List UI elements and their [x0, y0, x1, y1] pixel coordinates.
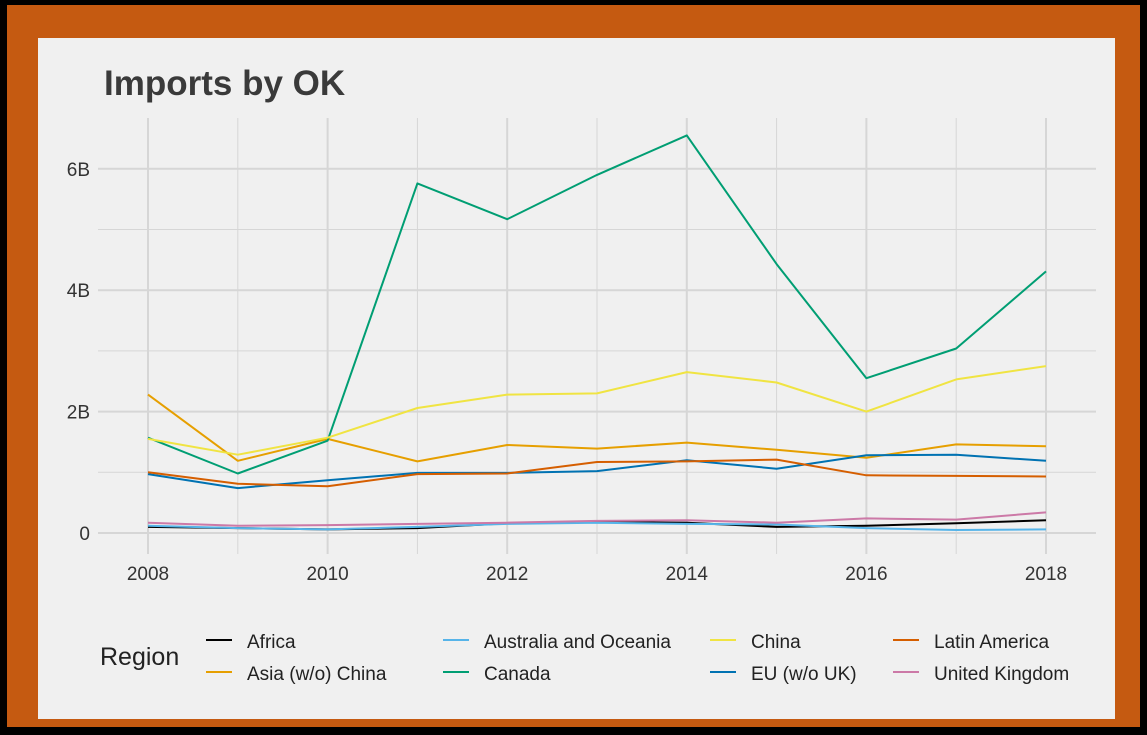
y-tick-label: 6B [67, 160, 90, 181]
series-line [147, 134, 1047, 475]
grid-lines [98, 118, 1096, 554]
series-lines [147, 134, 1047, 531]
legend-label: China [751, 632, 801, 653]
series-line [147, 521, 1047, 531]
y-tick-label: 4B [67, 281, 90, 302]
y-tick-label: 2B [67, 403, 90, 424]
series-line [147, 365, 1047, 456]
legend-label: EU (w/o UK) [751, 664, 857, 685]
series-line [147, 458, 1047, 488]
y-axis: 0 2B 4B 6B [67, 160, 90, 545]
x-axis: 2008 2010 2012 2014 2016 2018 [127, 564, 1067, 585]
chart-title: Imports by OK [104, 64, 345, 103]
legend-title: Region [100, 643, 179, 671]
x-tick-label: 2010 [306, 564, 348, 585]
x-tick-label: 2014 [666, 564, 709, 585]
legend: Region Africa Australia and Oceania China L… [100, 632, 1069, 685]
series-line [147, 393, 1047, 463]
y-tick-label: 0 [79, 524, 90, 545]
legend-label: United Kingdom [934, 664, 1069, 685]
legend-label: Canada [484, 664, 551, 685]
series-line [147, 453, 1047, 490]
legend-label: Australia and Oceania [484, 632, 671, 653]
legend-label: Asia (w/o) China [247, 664, 387, 685]
x-tick-label: 2008 [127, 564, 169, 585]
chart-panel [38, 38, 1115, 719]
legend-label: Latin America [934, 632, 1050, 653]
legend-label: Africa [247, 632, 296, 653]
series-line [147, 511, 1047, 527]
x-tick-label: 2012 [486, 564, 528, 585]
x-tick-label: 2018 [1025, 564, 1067, 585]
x-tick-label: 2016 [845, 564, 887, 585]
